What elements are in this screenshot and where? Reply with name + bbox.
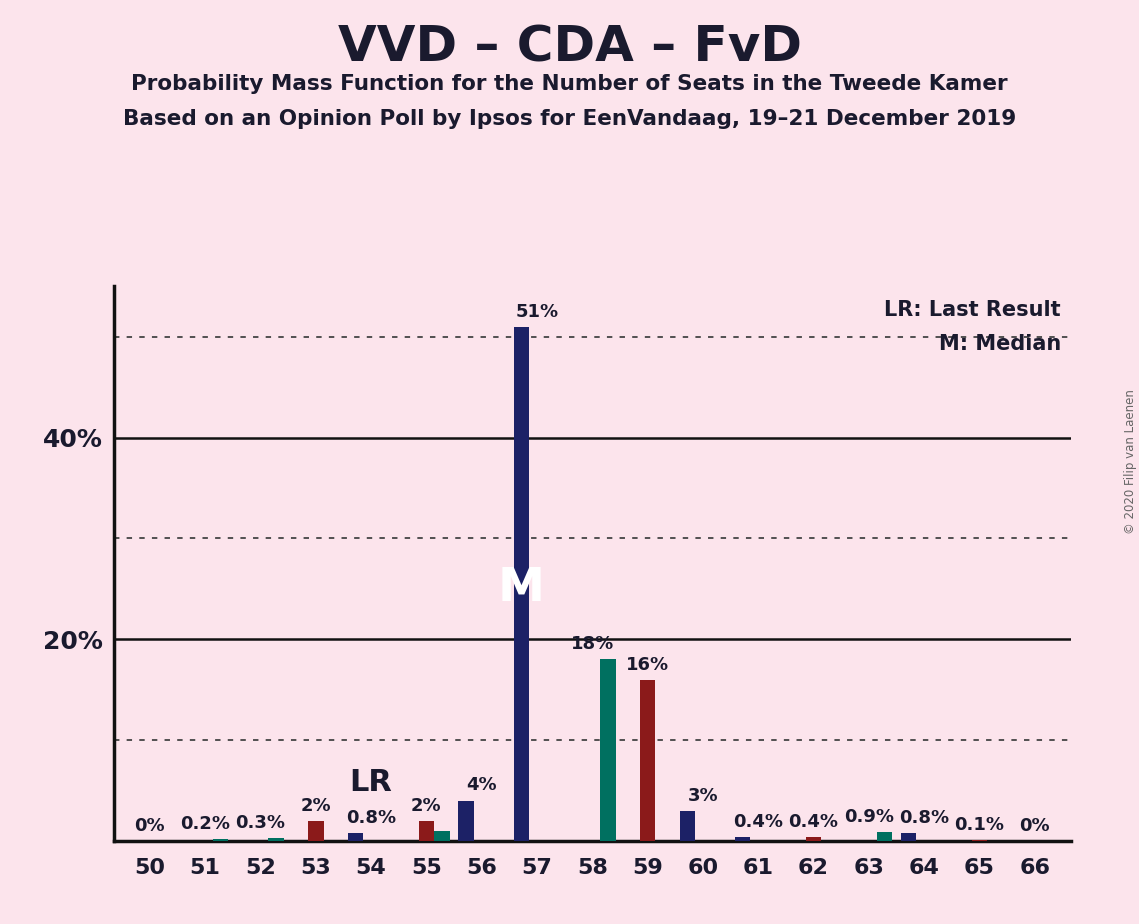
Bar bbox=[213, 839, 229, 841]
Bar bbox=[805, 837, 821, 841]
Text: 2%: 2% bbox=[411, 796, 442, 815]
Bar bbox=[268, 838, 284, 841]
Text: © 2020 Filip van Laenen: © 2020 Filip van Laenen bbox=[1124, 390, 1137, 534]
Text: Probability Mass Function for the Number of Seats in the Tweede Kamer: Probability Mass Function for the Number… bbox=[131, 74, 1008, 94]
Text: 0.2%: 0.2% bbox=[180, 815, 230, 833]
Text: 16%: 16% bbox=[626, 655, 669, 674]
Bar bbox=[640, 679, 655, 841]
Text: M: Median: M: Median bbox=[939, 334, 1062, 354]
Text: LR: Last Result: LR: Last Result bbox=[885, 300, 1062, 321]
Bar bbox=[600, 660, 615, 841]
Bar bbox=[434, 831, 450, 841]
Bar bbox=[458, 800, 474, 841]
Text: 4%: 4% bbox=[466, 776, 497, 795]
Text: 18%: 18% bbox=[571, 636, 614, 653]
Text: 0.8%: 0.8% bbox=[899, 808, 949, 827]
Bar bbox=[680, 810, 695, 841]
Bar bbox=[735, 837, 751, 841]
Bar bbox=[877, 832, 892, 841]
Text: M: M bbox=[498, 566, 544, 612]
Bar bbox=[901, 833, 917, 841]
Text: 3%: 3% bbox=[688, 786, 719, 805]
Bar bbox=[419, 821, 434, 841]
Bar bbox=[347, 833, 363, 841]
Text: VVD – CDA – FvD: VVD – CDA – FvD bbox=[337, 23, 802, 71]
Text: 0.4%: 0.4% bbox=[788, 813, 838, 831]
Text: Based on an Opinion Poll by Ipsos for EenVandaag, 19–21 December 2019: Based on an Opinion Poll by Ipsos for Ee… bbox=[123, 109, 1016, 129]
Text: 51%: 51% bbox=[516, 303, 558, 321]
Text: 0.3%: 0.3% bbox=[236, 814, 286, 832]
Text: 0.9%: 0.9% bbox=[844, 808, 894, 826]
Bar bbox=[514, 327, 530, 841]
Text: 2%: 2% bbox=[301, 796, 331, 815]
Text: LR: LR bbox=[350, 769, 393, 797]
Text: 0.8%: 0.8% bbox=[346, 808, 396, 827]
Text: 0%: 0% bbox=[134, 817, 165, 834]
Text: 0.4%: 0.4% bbox=[734, 813, 784, 831]
Bar bbox=[308, 821, 323, 841]
Text: 0.1%: 0.1% bbox=[954, 816, 1005, 833]
Bar bbox=[972, 840, 988, 841]
Text: 0%: 0% bbox=[1019, 817, 1050, 834]
